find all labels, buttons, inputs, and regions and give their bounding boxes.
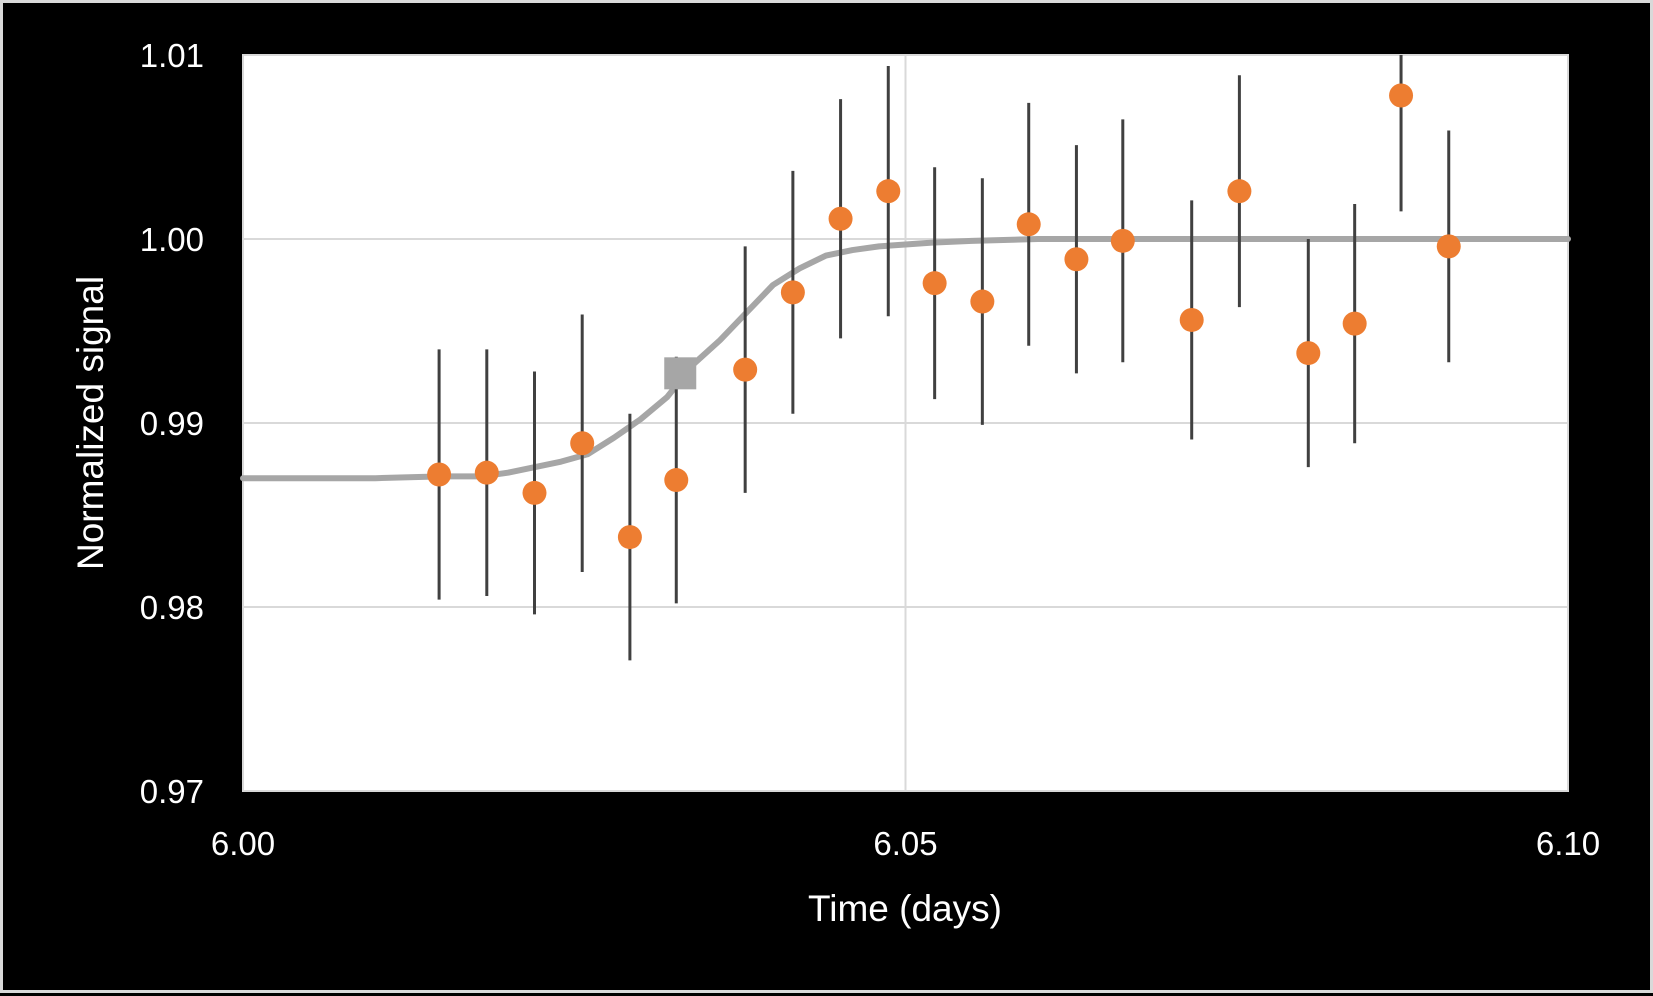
x-axis-title: Time (days) — [808, 888, 1002, 929]
data-point — [427, 462, 452, 487]
data-point — [970, 289, 995, 314]
grid-lines — [243, 55, 1568, 791]
data-point — [1064, 247, 1089, 272]
data-point — [1342, 311, 1367, 336]
y-tick-label: 1.01 — [140, 37, 204, 74]
data-point — [570, 431, 595, 456]
y-tick-label: 0.98 — [140, 589, 204, 626]
x-tick-labels: 6.00 6.05 6.10 — [211, 825, 1600, 862]
data-point — [1436, 234, 1461, 259]
data-point — [733, 357, 758, 382]
data-point — [1227, 179, 1252, 204]
y-tick-label: 1.00 — [140, 221, 204, 258]
data-point — [876, 179, 901, 204]
y-axis-title: Normalized signal — [70, 276, 111, 570]
marker-layer — [664, 357, 697, 390]
data-point — [1179, 307, 1204, 332]
scatter-chart: 6.00 6.05 6.10 0.97 0.98 0.99 1.00 1.01 Time (… — [70, 37, 1600, 929]
x-tick-label: 6.00 — [211, 825, 275, 862]
data-point — [1389, 83, 1414, 108]
y-tick-labels: 0.97 0.98 0.99 1.00 1.01 — [140, 37, 204, 810]
data-point — [474, 460, 499, 485]
x-tick-label: 6.05 — [873, 825, 937, 862]
data-point — [922, 271, 947, 296]
data-point — [522, 480, 547, 505]
data-point — [617, 525, 642, 550]
data-point — [664, 468, 689, 493]
data-point — [780, 280, 805, 305]
data-point — [828, 206, 853, 231]
square-marker — [664, 357, 697, 390]
data-points — [427, 83, 1461, 550]
y-tick-label: 0.99 — [140, 405, 204, 442]
x-tick-label: 6.10 — [1536, 825, 1600, 862]
data-point — [1296, 341, 1321, 366]
y-tick-label: 0.97 — [140, 773, 204, 810]
data-point — [1110, 228, 1135, 253]
data-point — [1016, 212, 1041, 237]
